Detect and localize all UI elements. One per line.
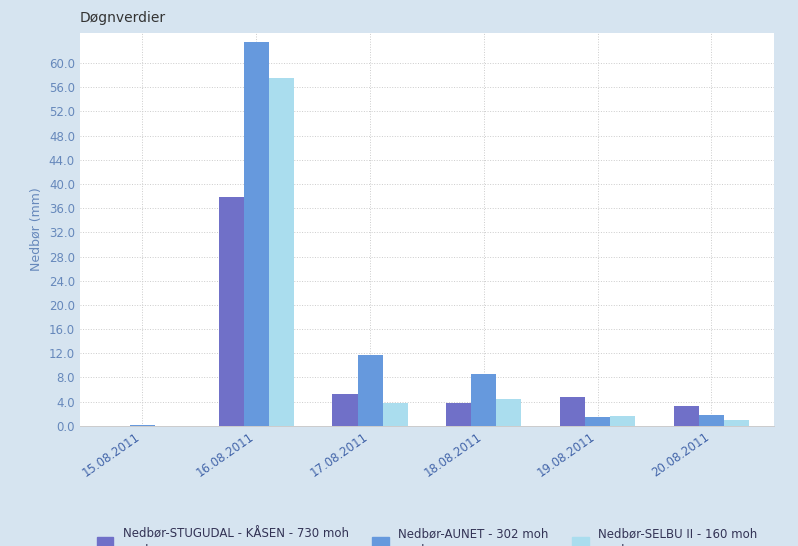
Bar [219,197,243,426]
Bar [610,416,635,426]
Text: Døgnverdier: Døgnverdier [80,11,166,25]
Bar [472,375,496,426]
Bar [585,417,610,426]
Bar [674,406,699,426]
Bar [496,399,521,426]
Bar [269,78,294,426]
Bar [358,354,382,426]
Bar [333,394,358,426]
Legend: Nedbør-STUGUDAL - KÅSEN - 730 moh
-met.no-, Nedbør-AUNET - 302 moh
-met.no-, Ned: Nedbør-STUGUDAL - KÅSEN - 730 moh -met.n… [91,521,763,546]
Y-axis label: Nedbør (mm): Nedbør (mm) [30,187,43,271]
Bar [130,425,155,426]
Bar [560,397,585,426]
Bar [382,403,408,426]
Bar [699,415,724,426]
Bar [243,42,269,426]
Bar [446,403,472,426]
Bar [724,420,749,426]
